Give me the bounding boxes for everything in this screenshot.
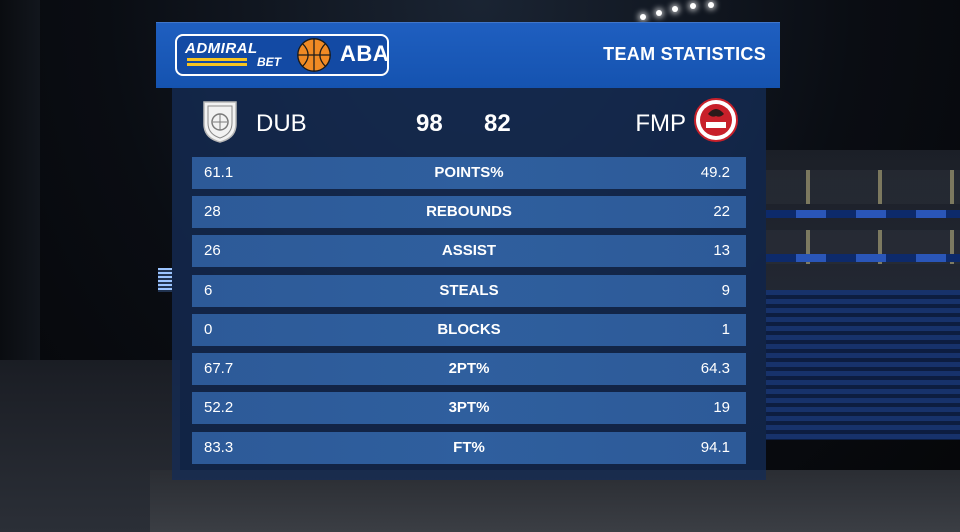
home-stat-value: 52.2 <box>204 399 234 416</box>
away-stat-value: 22 <box>713 203 730 220</box>
stat-row-blocks: 0 BLOCKS 1 <box>192 314 746 346</box>
arena-upper-stand <box>766 150 960 300</box>
home-stat-value: 61.1 <box>204 164 234 181</box>
home-stat-value: 6 <box>204 282 213 299</box>
away-stat-value: 49.2 <box>700 164 730 181</box>
sponsor-stripe <box>187 58 247 61</box>
away-stat-value: 13 <box>713 242 730 259</box>
arena-light <box>690 3 696 9</box>
arena-ad-banner <box>766 210 960 218</box>
team-statistics-panel: ADMIRAL BET ABA TEAM STATISTICS DUB 98 8… <box>156 22 780 480</box>
stat-row-steals: 6 STEALS 9 <box>192 275 746 307</box>
stat-row-3pt-pct: 52.2 3PT% 19 <box>192 392 746 424</box>
stats-body: DUB 98 82 FMP 61.1 POINTS% 49.2 28 REBOU… <box>172 88 766 480</box>
home-team-abbr: DUB <box>256 110 307 137</box>
stat-label: STEALS <box>439 282 499 299</box>
home-stat-value: 67.7 <box>204 360 234 377</box>
home-score: 98 <box>416 110 443 137</box>
arena-seats <box>766 290 960 440</box>
stat-label: 2PT% <box>448 360 490 377</box>
arena-led-board <box>158 268 172 292</box>
dubai-crest-icon <box>203 101 237 143</box>
arena-light <box>708 2 714 8</box>
stat-row-rebounds: 28 REBOUNDS 22 <box>192 196 746 228</box>
fmp-crest-icon <box>694 98 738 142</box>
sponsor-sub: BET <box>257 55 281 69</box>
away-stat-value: 9 <box>721 282 730 299</box>
league-name: ABA <box>340 41 390 66</box>
stat-row-assist: 26 ASSIST 13 <box>192 235 746 267</box>
arena-light <box>656 10 662 16</box>
stat-label: REBOUNDS <box>426 203 512 220</box>
sponsor-name: ADMIRAL <box>185 40 258 57</box>
arena-ad-banner <box>766 254 960 262</box>
away-team-abbr: FMP <box>635 110 686 137</box>
arena-light <box>640 14 646 20</box>
basketball-icon <box>297 38 331 72</box>
arena-left-wall <box>0 0 40 360</box>
stat-row-ft-pct: 83.3 FT% 94.1 <box>192 432 746 464</box>
away-score: 82 <box>484 110 511 137</box>
stat-row-points-pct: 61.1 POINTS% 49.2 <box>192 157 746 189</box>
arena-light <box>672 6 678 12</box>
panel-header: ADMIRAL BET ABA TEAM STATISTICS <box>156 22 780 88</box>
home-stat-value: 0 <box>204 321 213 338</box>
away-stat-value: 19 <box>713 399 730 416</box>
home-stat-value: 26 <box>204 242 221 259</box>
stat-label: POINTS% <box>434 164 504 181</box>
away-stat-value: 64.3 <box>700 360 730 377</box>
away-stat-value: 1 <box>721 321 730 338</box>
panel-title: TEAM STATISTICS <box>603 44 766 64</box>
stat-label: ASSIST <box>441 242 497 259</box>
away-stat-value: 94.1 <box>700 439 730 456</box>
sponsor-logo: ADMIRAL BET ABA <box>175 34 389 76</box>
stat-label: BLOCKS <box>437 321 501 338</box>
stat-row-2pt-pct: 67.7 2PT% 64.3 <box>192 353 746 385</box>
stat-label: 3PT% <box>448 399 490 416</box>
arena-floor <box>150 470 960 532</box>
teams-score-row: DUB 98 82 FMP <box>172 88 766 156</box>
home-stat-value: 28 <box>204 203 221 220</box>
home-stat-value: 83.3 <box>204 439 234 456</box>
stat-label: FT% <box>453 439 485 456</box>
